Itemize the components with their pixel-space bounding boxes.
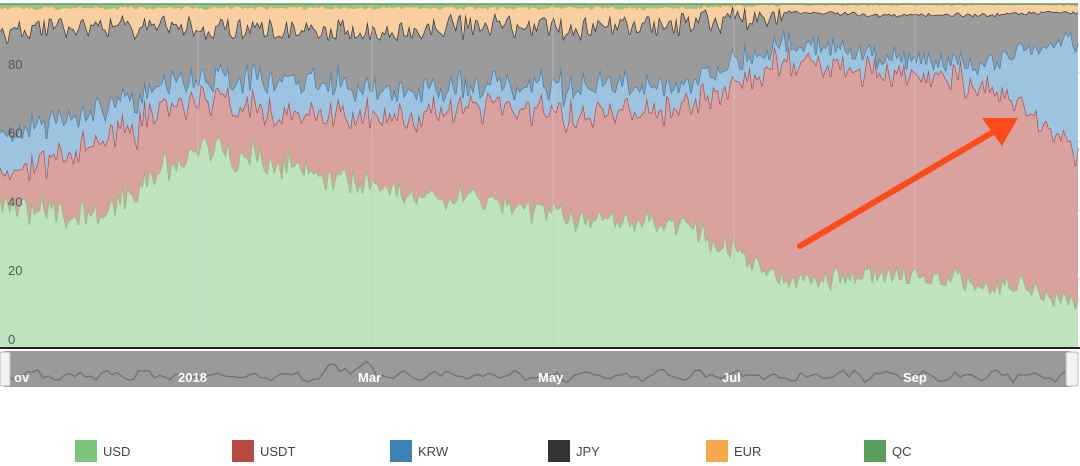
legend-label-usd: USD <box>103 443 131 459</box>
range-navigator[interactable]: ov 2018 Mar May Jul Sep <box>0 349 1080 389</box>
stacked-area-chart: 0 20 40 60 80 ov 2018 Mar May Jul Sep <box>0 3 1080 389</box>
legend-swatch-usdt <box>232 440 254 462</box>
navigator-left-handle[interactable] <box>0 351 11 387</box>
area-eur <box>0 4 1078 44</box>
navigator-label-mar: Mar <box>358 370 381 385</box>
legend-item-usdt[interactable]: USDT <box>232 440 295 462</box>
navigator-label-ov: ov <box>14 370 30 385</box>
legend-item-krw[interactable]: KRW <box>390 440 448 462</box>
navigator-labels: ov 2018 Mar May Jul Sep <box>14 370 927 385</box>
legend-label-jpy: JPY <box>576 443 600 459</box>
chart-legend: USD USDT KRW JPY EUR QC <box>0 440 1080 466</box>
navigator-right-handle[interactable] <box>1065 351 1079 387</box>
navigator-label-jul: Jul <box>722 370 741 385</box>
area-jpy <box>0 5 1078 141</box>
area-usd <box>0 136 1078 348</box>
legend-swatch-eur <box>706 440 728 462</box>
legend-item-qc[interactable]: QC <box>864 440 912 462</box>
navigator-selection[interactable] <box>4 351 1070 387</box>
area-qc <box>0 4 1078 10</box>
y-tick-label-80: 80 <box>8 57 22 72</box>
legend-swatch-jpy <box>548 440 570 462</box>
y-tick-label-0: 0 <box>8 332 15 347</box>
legend-label-krw: KRW <box>418 443 449 459</box>
legend-item-eur[interactable]: EUR <box>706 440 761 462</box>
legend-label-usdt: USDT <box>260 443 296 459</box>
y-axis-ticks: 0 20 40 60 80 <box>8 57 22 347</box>
navigator-label-sep: Sep <box>903 370 927 385</box>
y-tick-label-20: 20 <box>8 263 22 278</box>
legend-swatch-krw <box>390 440 412 462</box>
y-tick-label-60: 60 <box>8 126 22 141</box>
y-tick-label-40: 40 <box>8 194 22 209</box>
arrow-shaft <box>797 125 1003 249</box>
annotation-arrow <box>797 118 1018 249</box>
navigator-series-line <box>5 360 1067 384</box>
legend-label-eur: EUR <box>734 443 762 459</box>
legend-swatch-qc <box>864 440 886 462</box>
navigator-label-2018: 2018 <box>178 370 207 385</box>
navigator-label-may: May <box>538 370 564 385</box>
legend-item-usd[interactable]: USD <box>75 440 130 462</box>
arrow-head <box>982 118 1018 146</box>
legend-swatch-usd <box>75 440 97 462</box>
legend-item-jpy[interactable]: JPY <box>548 440 600 462</box>
legend-label-qc: QC <box>892 443 912 459</box>
